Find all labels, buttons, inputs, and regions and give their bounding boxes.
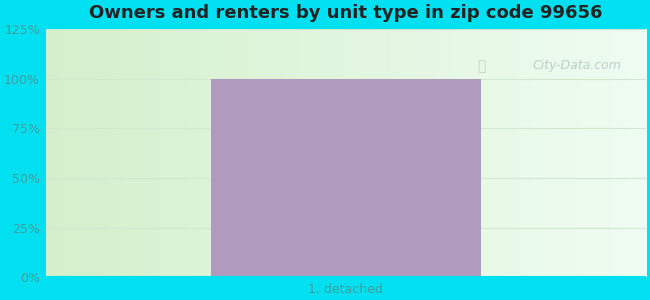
Title: Owners and renters by unit type in zip code 99656: Owners and renters by unit type in zip c… [89, 4, 603, 22]
Text: ⦿: ⦿ [478, 59, 486, 73]
Bar [211, 79, 481, 277]
Text: City-Data.com: City-Data.com [533, 59, 622, 72]
